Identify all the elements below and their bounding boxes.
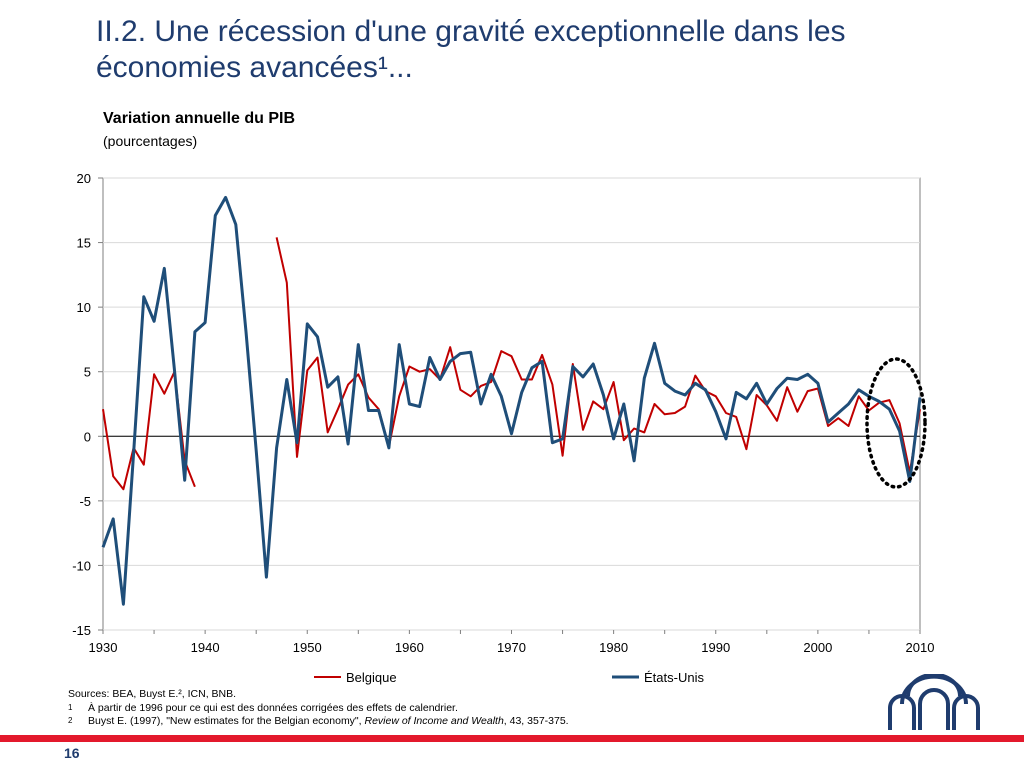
chart-subtitle: (pourcentages) [103,133,198,149]
x-tick-label: 1990 [701,640,730,655]
y-tick-label: -10 [72,558,91,573]
sources-line: Sources: BEA, Buyst E.², ICN, BNB. [68,688,237,700]
series-line-etats-unis [101,195,922,606]
slide-title: II.2. Une récession d'une gravité except… [96,15,846,84]
x-tick-label: 1950 [293,640,322,655]
footnote-1-text: À partir de 1996 pour ce qui est des don… [88,701,458,714]
y-tick-label: -15 [72,623,91,638]
legend-label: États-Unis [644,670,704,685]
y-tick-label: 10 [77,300,91,315]
y-tick-label: 0 [84,429,91,444]
footnote-2: 2 Buyst E. (1997), "New estimates for th… [68,715,848,729]
chart-axes: -15 -10 -5 0 5 10 15 20 1930 1940 1950 1960 1970 1980… [72,171,934,655]
footnote-1-mark: 1 [68,702,73,712]
x-tick-label: 2000 [803,640,832,655]
highlight-ellipse [865,357,927,489]
x-tick-label: 1980 [599,640,628,655]
x-tick-label: 1930 [89,640,118,655]
chart-grid [102,177,921,631]
footnote-2-text-b: , 43, 357-375. [503,715,569,727]
footnote-2-journal: Review of Income and Wealth [364,715,504,727]
y-tick-label: 20 [77,171,91,186]
series-line-belgique [275,237,921,474]
footer-red-bar [0,735,1024,742]
chart-legend: Belgique États-Unis [314,670,704,685]
y-tick-label: 5 [84,365,91,380]
sources-block: Sources: BEA, Buyst E.², ICN, BNB. 1 À p… [68,688,848,729]
footnote-2-text-a: Buyst E. (1997), "New estimates for the … [88,715,365,727]
gdp-line-chart: -15 -10 -5 0 5 10 15 20 1930 1940 1950 1960 1970 1980… [72,171,934,685]
x-tick-label: 1960 [395,640,424,655]
x-tick-label: 1940 [191,640,220,655]
chart-series [101,195,922,606]
bnb-logo-icon [888,674,980,730]
y-tick-label: -5 [79,494,91,509]
chart-title: Variation annuelle du PIB [103,110,296,127]
footnote-2-mark: 2 [68,716,73,725]
y-tick-label: 15 [77,236,91,251]
plot-frame [102,177,921,631]
page-number: 16 [64,745,80,761]
legend-label: Belgique [346,670,397,685]
x-tick-label: 1970 [497,640,526,655]
x-tick-label: 2010 [906,640,935,655]
footnote-1: 1 À partir de 1996 pour ce qui est des d… [68,702,848,716]
